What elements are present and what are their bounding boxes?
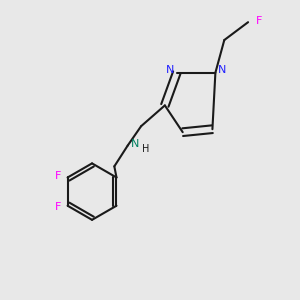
Text: N: N xyxy=(165,65,174,75)
Text: H: H xyxy=(142,144,149,154)
Text: N: N xyxy=(218,65,227,75)
Text: F: F xyxy=(55,202,61,212)
Text: F: F xyxy=(55,171,61,181)
Text: F: F xyxy=(256,16,262,26)
Text: N: N xyxy=(131,139,139,149)
